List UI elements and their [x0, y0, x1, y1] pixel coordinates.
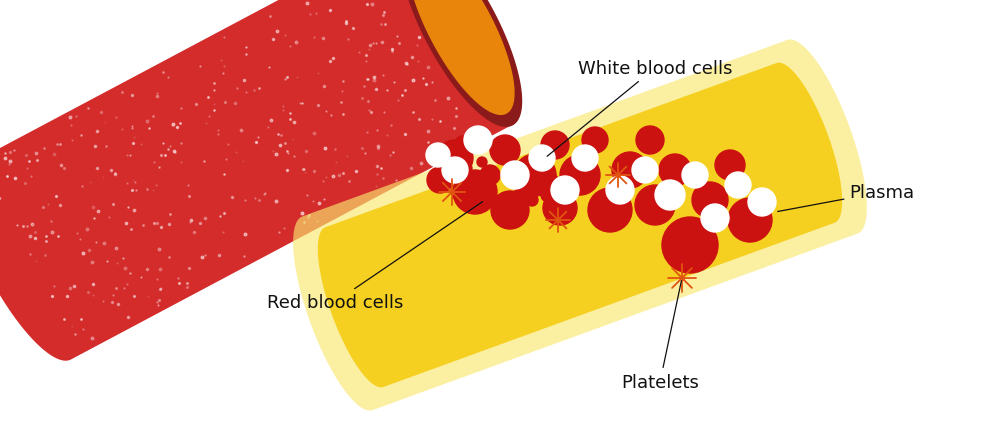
- Polygon shape: [400, 0, 522, 127]
- Circle shape: [728, 199, 772, 243]
- Circle shape: [464, 165, 472, 172]
- Circle shape: [632, 158, 658, 184]
- Polygon shape: [0, 0, 521, 361]
- Circle shape: [551, 177, 579, 205]
- Circle shape: [572, 146, 598, 172]
- Circle shape: [515, 186, 529, 200]
- Circle shape: [636, 127, 664, 155]
- Circle shape: [560, 156, 600, 196]
- Circle shape: [491, 191, 529, 230]
- Circle shape: [513, 178, 523, 187]
- Circle shape: [442, 158, 468, 184]
- Circle shape: [557, 187, 567, 197]
- Circle shape: [612, 153, 648, 189]
- Circle shape: [456, 137, 468, 149]
- Circle shape: [566, 180, 578, 191]
- Circle shape: [477, 158, 487, 168]
- Circle shape: [457, 174, 467, 184]
- Circle shape: [582, 128, 608, 154]
- Circle shape: [427, 168, 453, 194]
- Circle shape: [526, 194, 538, 206]
- Circle shape: [748, 189, 776, 216]
- Circle shape: [453, 171, 497, 215]
- Circle shape: [522, 169, 534, 181]
- Circle shape: [480, 166, 500, 186]
- Text: Platelets: Platelets: [621, 281, 699, 391]
- Circle shape: [533, 178, 543, 187]
- Circle shape: [635, 186, 675, 225]
- Circle shape: [715, 150, 745, 181]
- Text: Red blood cells: Red blood cells: [267, 202, 482, 311]
- Circle shape: [659, 155, 691, 187]
- Circle shape: [563, 196, 573, 206]
- Polygon shape: [407, 0, 514, 115]
- Circle shape: [606, 177, 634, 205]
- Circle shape: [682, 163, 708, 189]
- Circle shape: [546, 175, 558, 187]
- Circle shape: [725, 172, 751, 199]
- Circle shape: [437, 141, 473, 177]
- Circle shape: [541, 132, 569, 160]
- Circle shape: [655, 181, 685, 211]
- Circle shape: [543, 191, 577, 225]
- Polygon shape: [293, 40, 867, 411]
- Circle shape: [662, 218, 718, 273]
- Text: Plasma: Plasma: [778, 184, 915, 212]
- Circle shape: [529, 146, 555, 172]
- Circle shape: [500, 162, 529, 190]
- Circle shape: [426, 144, 450, 168]
- Circle shape: [541, 189, 555, 203]
- Circle shape: [701, 205, 729, 233]
- Circle shape: [692, 183, 728, 218]
- Circle shape: [514, 155, 556, 197]
- Circle shape: [443, 141, 457, 156]
- Circle shape: [437, 164, 447, 174]
- Circle shape: [537, 184, 547, 194]
- Text: White blood cells: White blood cells: [548, 60, 733, 157]
- Circle shape: [464, 127, 492, 155]
- Circle shape: [490, 136, 520, 166]
- Circle shape: [588, 189, 632, 233]
- Polygon shape: [317, 64, 842, 387]
